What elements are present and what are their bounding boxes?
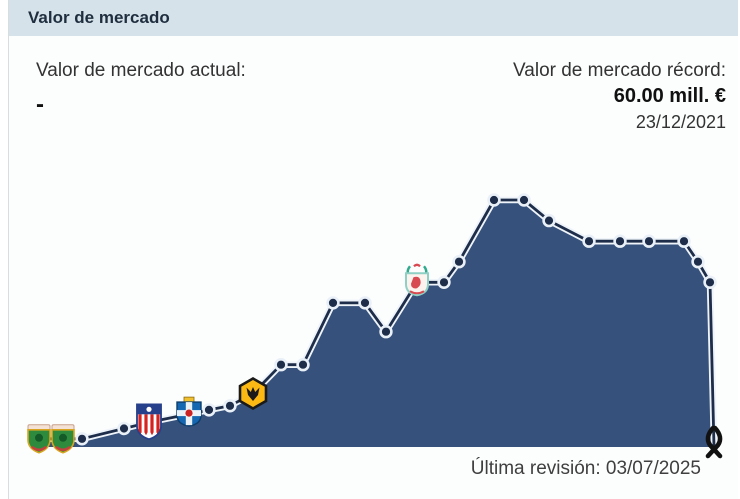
wolverhampton-crest-icon[interactable] bbox=[238, 376, 268, 411]
value-point bbox=[117, 421, 131, 436]
pacos-ferreira-crest-icon[interactable] bbox=[27, 424, 51, 454]
value-point bbox=[75, 432, 89, 446]
value-point bbox=[379, 325, 393, 339]
value-point bbox=[452, 254, 466, 269]
value-point bbox=[326, 296, 340, 310]
mourning-ribbon-icon bbox=[705, 425, 723, 459]
record-date: 23/12/2021 bbox=[635, 112, 726, 132]
market-value-card: Valor de mercado Valor de mercado actual… bbox=[8, 0, 738, 499]
value-point bbox=[358, 296, 372, 310]
porto-crest-icon[interactable] bbox=[176, 396, 202, 427]
summary-section: Valor de mercado actual: - Valor de merc… bbox=[9, 36, 738, 156]
box-title: Valor de mercado bbox=[28, 8, 170, 27]
current-value-label: Valor de mercado actual: bbox=[36, 60, 246, 81]
value-point bbox=[542, 213, 556, 228]
value-point bbox=[613, 234, 627, 248]
value-point bbox=[691, 254, 705, 269]
card-header: Valor de mercado bbox=[9, 0, 738, 36]
value-point bbox=[223, 399, 237, 413]
value-point bbox=[703, 275, 717, 290]
market-value-chart[interactable] bbox=[9, 160, 738, 460]
value-point bbox=[517, 193, 531, 207]
record-value-block: Valor de mercado récord: 60.00 mill. € 2… bbox=[513, 60, 726, 133]
value-point bbox=[202, 403, 216, 417]
atletico-madrid-crest-icon[interactable] bbox=[136, 403, 162, 441]
value-point bbox=[296, 358, 310, 372]
pacos-ferreira-crest-icon[interactable] bbox=[51, 424, 75, 454]
value-point bbox=[274, 358, 288, 372]
current-value: - bbox=[36, 91, 44, 118]
value-point bbox=[582, 234, 596, 248]
value-point bbox=[487, 193, 501, 207]
current-value-block: Valor de mercado actual: - bbox=[36, 60, 246, 118]
last-revision-note: Última revisión: 03/07/2025 bbox=[470, 458, 701, 479]
value-point bbox=[677, 234, 691, 248]
value-point bbox=[642, 234, 656, 248]
market-value-chart-svg[interactable] bbox=[9, 160, 738, 460]
value-point bbox=[437, 275, 451, 290]
record-value: 60.00 mill. € bbox=[613, 85, 726, 107]
liverpool-crest-icon[interactable] bbox=[405, 263, 429, 297]
record-value-label: Valor de mercado récord: bbox=[513, 60, 726, 81]
